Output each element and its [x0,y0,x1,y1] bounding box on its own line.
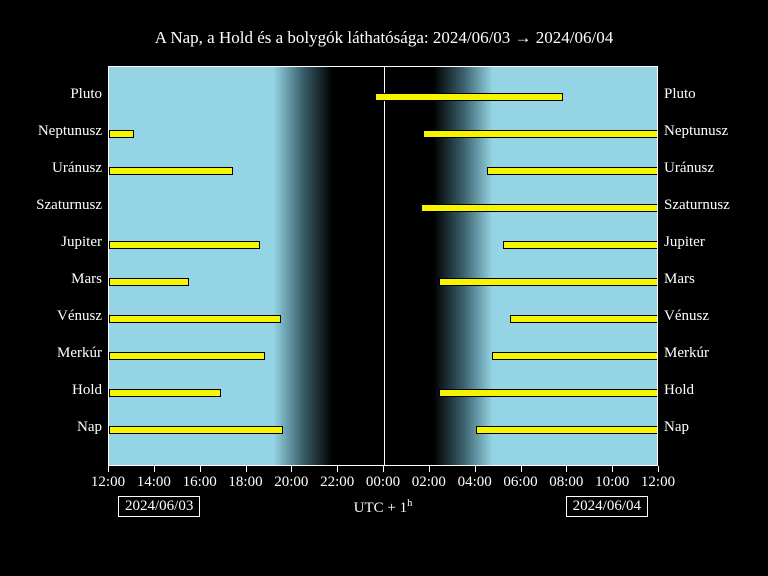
timezone-label: UTC + 1h [354,498,413,517]
body-label-left: Uránusz [52,160,102,177]
x-tick [658,466,659,472]
body-label-left: Szaturnusz [36,197,102,214]
x-tick-label: 12:00 [641,474,675,491]
date-right-box: 2024/06/04 [566,496,648,517]
midnight-line [384,67,385,465]
visibility-bar [109,352,265,360]
body-label-left: Pluto [70,86,102,103]
visibility-bar [423,130,658,138]
x-tick-label: 04:00 [458,474,492,491]
x-tick-label: 06:00 [503,474,537,491]
body-label-left: Jupiter [61,234,102,251]
body-label-right: Merkúr [664,345,709,362]
body-label-right: Hold [664,382,694,399]
visibility-bar [421,204,658,212]
visibility-bar [109,426,283,434]
x-tick [108,466,109,472]
body-label-left: Neptunusz [38,123,102,140]
body-label-right: Szaturnusz [664,197,730,214]
x-tick [154,466,155,472]
x-tick-label: 00:00 [366,474,400,491]
body-label-right: Vénusz [664,308,709,325]
visibility-bar [109,130,134,138]
x-tick-label: 16:00 [183,474,217,491]
visibility-bar [375,93,563,101]
visibility-bar [109,389,221,397]
body-label-left: Hold [72,382,102,399]
x-tick-label: 08:00 [549,474,583,491]
visibility-bar [439,389,658,397]
body-label-left: Vénusz [57,308,102,325]
x-tick [566,466,567,472]
visibility-bar [492,352,658,360]
x-tick-label: 22:00 [320,474,354,491]
body-label-right: Neptunusz [664,123,728,140]
x-tick-label: 12:00 [91,474,125,491]
plot-area [108,66,658,466]
visibility-bar [109,278,189,286]
visibility-bar [476,426,658,434]
x-tick [521,466,522,472]
body-label-left: Mars [71,271,102,288]
x-tick [383,466,384,472]
x-tick-label: 18:00 [228,474,262,491]
x-tick-label: 10:00 [595,474,629,491]
x-tick-label: 02:00 [412,474,446,491]
visibility-bar [109,315,281,323]
sky-background [109,67,657,465]
visibility-bar [109,167,233,175]
body-label-right: Uránusz [664,160,714,177]
body-label-right: Pluto [664,86,696,103]
x-tick [429,466,430,472]
body-label-right: Jupiter [664,234,705,251]
date-left-box: 2024/06/03 [118,496,200,517]
visibility-bar [503,241,658,249]
visibility-bar [109,241,260,249]
body-label-left: Merkúr [57,345,102,362]
body-label-right: Nap [664,419,689,436]
x-tick [246,466,247,472]
x-tick [337,466,338,472]
x-tick [475,466,476,472]
x-tick [291,466,292,472]
chart-container: A Nap, a Hold és a bolygók láthatósága: … [0,0,768,576]
x-tick-label: 20:00 [274,474,308,491]
x-tick-label: 14:00 [137,474,171,491]
visibility-bar [439,278,658,286]
body-label-left: Nap [77,419,102,436]
body-label-right: Mars [664,271,695,288]
x-tick [612,466,613,472]
visibility-bar [510,315,658,323]
chart-title: A Nap, a Hold és a bolygók láthatósága: … [0,28,768,48]
visibility-bar [487,167,658,175]
x-tick [200,466,201,472]
